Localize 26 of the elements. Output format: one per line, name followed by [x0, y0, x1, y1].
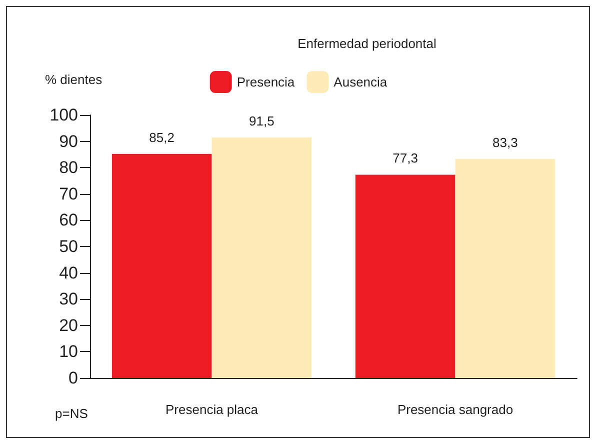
- bar: [355, 174, 456, 378]
- y-tick-label: 10: [59, 342, 78, 362]
- y-tick-label: 70: [59, 184, 78, 204]
- bar: [212, 137, 312, 378]
- y-tick-label: 60: [59, 210, 78, 230]
- y-tick-label: 80: [59, 158, 78, 178]
- y-tick-label: 100: [50, 106, 78, 124]
- y-tick-label: 30: [59, 290, 78, 309]
- data-label: 91,5: [249, 113, 274, 128]
- y-tick-label: 50: [59, 237, 78, 256]
- x-tick-label: Presencia placa: [166, 402, 259, 417]
- y-tick-label: 20: [59, 316, 78, 335]
- legend-title: Enfermedad periodontal: [298, 36, 436, 51]
- y-tick-label: 90: [59, 132, 78, 151]
- bar: [455, 158, 556, 378]
- data-label: 77,3: [392, 150, 418, 166]
- text: p=NS: [55, 406, 88, 421]
- x-tick-label: Presencia sangrado: [397, 402, 514, 417]
- y-tick-label: 0: [68, 368, 78, 388]
- legend-label: Ausencia: [334, 74, 388, 90]
- y-tick-label: 40: [59, 263, 78, 282]
- data-label: 85,2: [149, 130, 174, 145]
- y-axis-title: % dientes: [45, 72, 103, 87]
- data-label: 83,3: [492, 134, 518, 150]
- bar: [112, 154, 212, 378]
- legend-label: Presencia: [236, 74, 296, 90]
